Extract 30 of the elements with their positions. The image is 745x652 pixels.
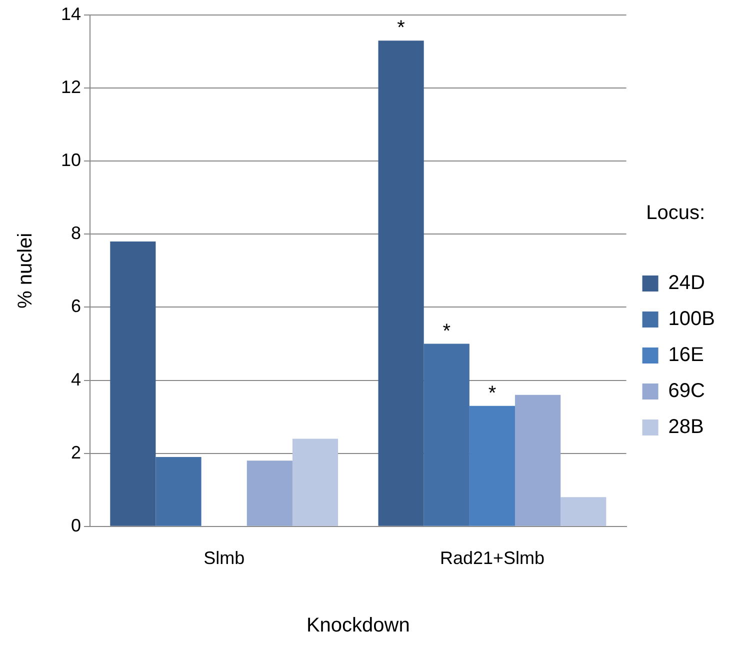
y-tick-label: 2: [71, 442, 82, 462]
bar: [378, 40, 424, 526]
legend-label: 24D: [668, 272, 705, 294]
legend-label: 28B: [668, 416, 704, 438]
legend-label: 16E: [668, 344, 704, 366]
y-tick-label: 4: [71, 369, 82, 390]
bar: [156, 456, 202, 526]
y-tick-label: 6: [71, 296, 82, 316]
y-tick-label: 0: [71, 515, 82, 536]
legend-title: Locus:: [646, 202, 706, 224]
y-tick-label: 8: [71, 223, 82, 244]
bar: [469, 406, 516, 526]
y-tick-label: 14: [60, 4, 82, 24]
x-tick-label: Slmb: [204, 548, 245, 568]
data-label: *: [442, 320, 451, 342]
bar: [424, 344, 470, 526]
y-axis-title: % nuclei: [14, 232, 37, 309]
x-axis-title: Knockdown: [306, 614, 410, 637]
y-tick-label: 12: [60, 77, 82, 98]
bar: [110, 241, 156, 526]
data-label: *: [397, 17, 406, 40]
bar: [246, 460, 292, 526]
legend-label: 100B: [668, 308, 716, 330]
bar: [515, 394, 561, 526]
x-tick-label: Rad21+Slmb: [440, 548, 545, 568]
data-label: *: [488, 382, 496, 404]
y-tick-label: 10: [60, 150, 82, 170]
bar: [292, 438, 338, 526]
bar: [560, 497, 606, 526]
legend-label: 69C: [668, 380, 705, 402]
